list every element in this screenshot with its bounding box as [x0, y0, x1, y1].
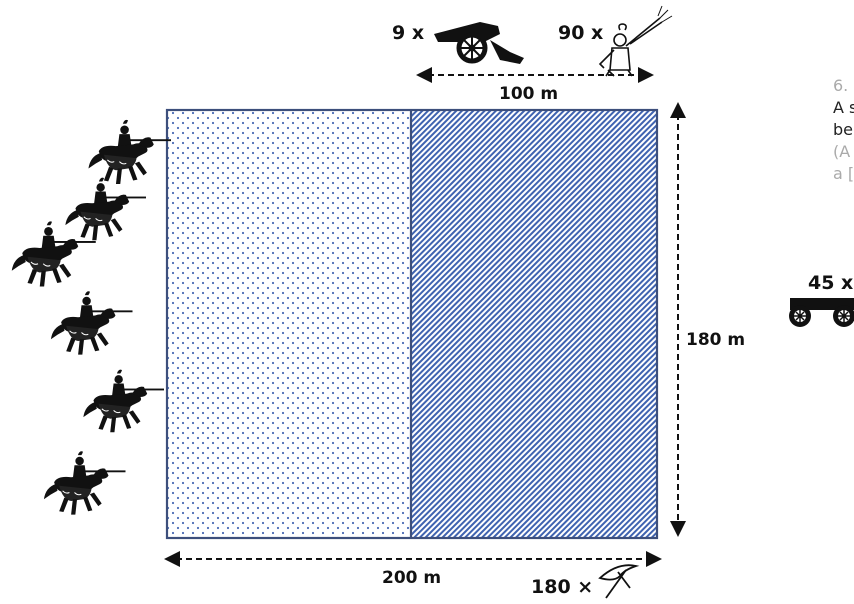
pickaxe-icon	[598, 564, 640, 599]
wagon-count-label: 45 x	[808, 272, 854, 294]
knight-icon-3	[8, 220, 96, 290]
cannon-count-label: 9 x	[392, 22, 425, 44]
side-text-line-2: A s	[833, 98, 854, 117]
musketeer-icon	[598, 5, 673, 77]
pickaxe-count-label: 180 ×	[531, 576, 594, 598]
side-text-line-4: (A	[833, 142, 851, 161]
side-text-line-5: a [	[833, 164, 854, 183]
wagon-icon	[789, 298, 854, 327]
knight-icon-5	[80, 368, 164, 436]
width-label: 200 m	[382, 568, 442, 588]
height-label: 180 m	[686, 330, 746, 350]
musketeer-count-label: 90 x	[558, 22, 604, 44]
knight-icon-6	[40, 450, 126, 518]
knight-icon-4	[46, 290, 134, 358]
side-text-line-1: 6.	[833, 76, 849, 95]
top-segment-label: 100 m	[499, 84, 559, 104]
side-text-line-3: be	[833, 120, 853, 139]
infantry-zone	[167, 110, 411, 538]
artillery-zone	[411, 110, 657, 538]
cannon-icon	[434, 22, 524, 64]
